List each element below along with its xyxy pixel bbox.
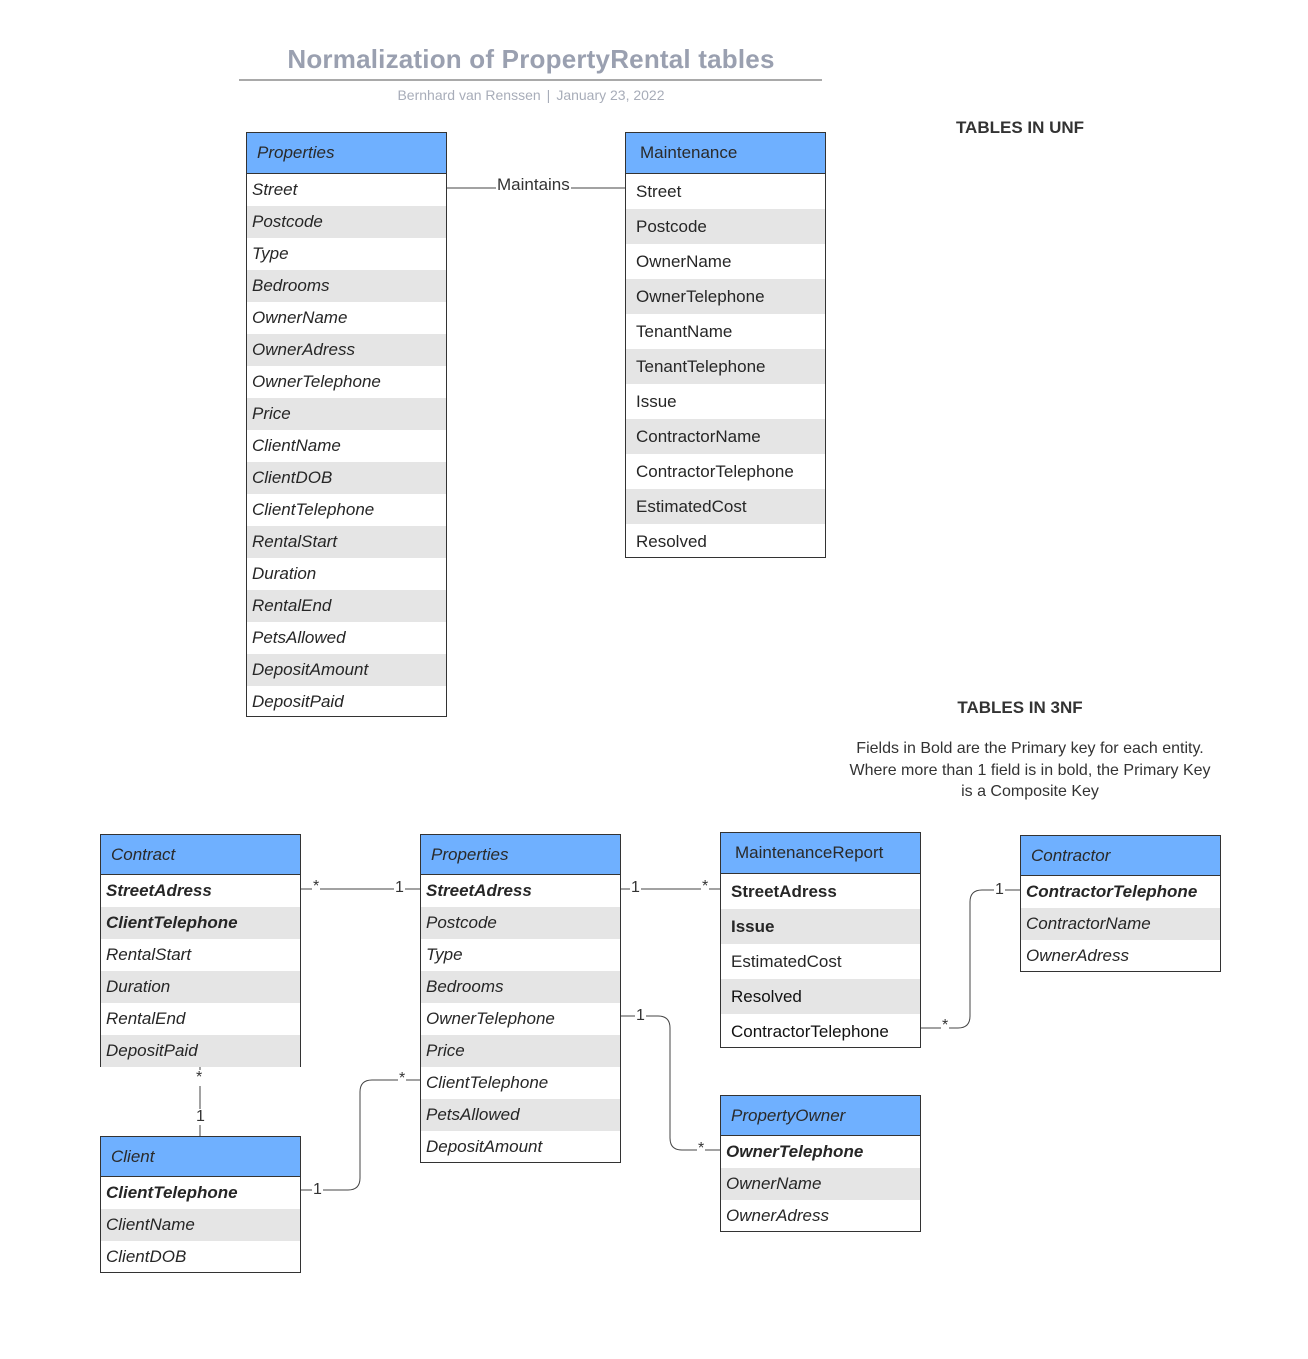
table-row: StreetAdress <box>106 881 212 900</box>
nf3-contract-table: Contract StreetAdress ClientTelephone Re… <box>100 834 301 1067</box>
table-header: PropertyOwner <box>721 1096 920 1136</box>
cardinality-properties-owner-one: 1 <box>635 1007 646 1024</box>
table-header: Contractor <box>1021 836 1220 876</box>
table-row: StreetAdress <box>426 881 532 900</box>
table-row: DepositPaid <box>252 692 344 711</box>
author: Bernhard van Renssen <box>397 87 541 103</box>
subtitle: Bernhard van Renssen | January 23, 2022 <box>240 87 822 103</box>
table-row: ContractorName <box>626 419 825 454</box>
table-row: RentalEnd <box>247 590 446 622</box>
table-row: TenantName <box>636 321 733 341</box>
cardinality-client-one-contract: 1 <box>195 1108 206 1125</box>
table-row: StreetAdress <box>731 881 837 901</box>
table-row: ClientName <box>252 436 341 455</box>
table-header: Maintenance <box>626 133 825 174</box>
table-row: Bedrooms <box>247 270 446 302</box>
table-row: ClientName <box>101 1209 300 1241</box>
cardinality-maintenance-many: * <box>701 878 710 895</box>
table-row: Duration <box>101 971 300 1003</box>
table-row: Bedrooms <box>421 971 620 1003</box>
primary-key-note: Fields in Bold are the Primary key for e… <box>849 740 1211 800</box>
table-row: Type <box>252 244 289 263</box>
unf-maintenance-table: Maintenance Street Postcode OwnerName Ow… <box>625 132 826 558</box>
table-row: OwnerName <box>721 1168 920 1200</box>
table-row: Street <box>636 181 682 201</box>
cardinality-contract-client-many: * <box>195 1069 204 1086</box>
table-row: ContractorTelephone <box>731 1021 889 1041</box>
table-header: Contract <box>101 835 300 875</box>
table-row: OwnerName <box>636 251 732 271</box>
table-row: EstimatedCost <box>731 951 842 971</box>
table-header: Properties <box>421 835 620 875</box>
table-row: OwnerTelephone <box>626 279 825 314</box>
table-row: TenantTelephone <box>626 349 825 384</box>
cardinality-contract-many: * <box>312 878 321 895</box>
cardinality-contractor-one: 1 <box>994 881 1005 898</box>
table-row: Resolved <box>721 979 920 1014</box>
table-row: Price <box>247 398 446 430</box>
table-row: Resolved <box>636 531 707 551</box>
table-row: ContractorName <box>1021 908 1220 940</box>
table-row: ContractorTelephone <box>636 461 794 481</box>
table-row: Issue <box>636 391 677 411</box>
table-row: OwnerAdress <box>1026 946 1129 965</box>
table-row: OwnerAdress <box>726 1206 829 1225</box>
table-row: Postcode <box>421 907 620 939</box>
table-header: Properties <box>247 133 446 174</box>
table-row: Type <box>426 945 463 964</box>
nf3-contractor-table: Contractor ContractorTelephone Contracto… <box>1020 835 1221 972</box>
table-row: EstimatedCost <box>626 489 825 524</box>
table-row: OwnerTelephone <box>726 1142 864 1161</box>
table-row: Price <box>421 1035 620 1067</box>
maintenance-contractor-connector <box>921 889 1020 1029</box>
table-row: Duration <box>252 564 317 583</box>
unf-properties-table: Properties Street Postcode Type Bedrooms… <box>246 132 447 717</box>
cardinality-client-one: 1 <box>312 1181 323 1198</box>
table-row: ContractorTelephone <box>1026 882 1198 901</box>
cardinality-properties-one: 1 <box>394 879 405 896</box>
table-row: Postcode <box>626 209 825 244</box>
table-row: Issue <box>721 909 920 944</box>
table-row: OwnerTelephone <box>252 372 381 391</box>
nf3-properties-table: Properties StreetAdress Postcode Type Be… <box>420 834 621 1163</box>
table-row: DepositAmount <box>247 654 446 686</box>
table-row: OwnerTelephone <box>426 1009 555 1028</box>
table-row: ClientDOB <box>106 1247 187 1266</box>
table-row: DepositPaid <box>101 1035 300 1067</box>
table-row: DepositAmount <box>426 1137 543 1156</box>
cardinality-maintenance-contractor-many: * <box>941 1017 950 1034</box>
table-row: ClientTelephone <box>106 1183 238 1202</box>
table-row: PetsAllowed <box>421 1099 620 1131</box>
table-row: Postcode <box>247 206 446 238</box>
cardinality-owner-many: * <box>697 1140 706 1157</box>
unf-section-label: TABLES IN UNF <box>955 118 1085 137</box>
table-row: OwnerAdress <box>247 334 446 366</box>
table-header: MaintenanceReport <box>721 833 920 874</box>
table-row: ClientTelephone <box>252 500 375 519</box>
table-row: RentalStart <box>247 526 446 558</box>
table-row: ClientTelephone <box>426 1073 549 1092</box>
title-divider <box>239 79 822 81</box>
maintains-label: Maintains <box>496 175 571 194</box>
page-title: Normalization of PropertyRental tables <box>287 44 775 74</box>
subtitle-separator: | <box>546 87 551 103</box>
table-row: Street <box>252 180 298 199</box>
table-row: PetsAllowed <box>252 628 346 647</box>
nf3-maintenance-report-table: MaintenanceReport StreetAdress Issue Est… <box>720 832 921 1048</box>
table-row: ClientDOB <box>247 462 446 494</box>
table-row: RentalEnd <box>106 1009 186 1028</box>
date: January 23, 2022 <box>556 87 665 103</box>
properties-client-connector <box>301 1079 420 1191</box>
table-row: RentalStart <box>106 945 192 964</box>
table-row: ClientTelephone <box>101 907 300 939</box>
nf3-property-owner-table: PropertyOwner OwnerTelephone OwnerName O… <box>720 1095 921 1232</box>
table-row: OwnerName <box>252 308 348 327</box>
properties-owner-connector <box>621 1015 720 1151</box>
cardinality-properties-one-maint: 1 <box>630 879 641 896</box>
table-header: Client <box>101 1137 300 1177</box>
cardinality-properties-client-many: * <box>398 1070 407 1087</box>
nf3-client-table: Client ClientTelephone ClientName Client… <box>100 1136 301 1273</box>
nf3-section-label: TABLES IN 3NF <box>957 698 1083 717</box>
